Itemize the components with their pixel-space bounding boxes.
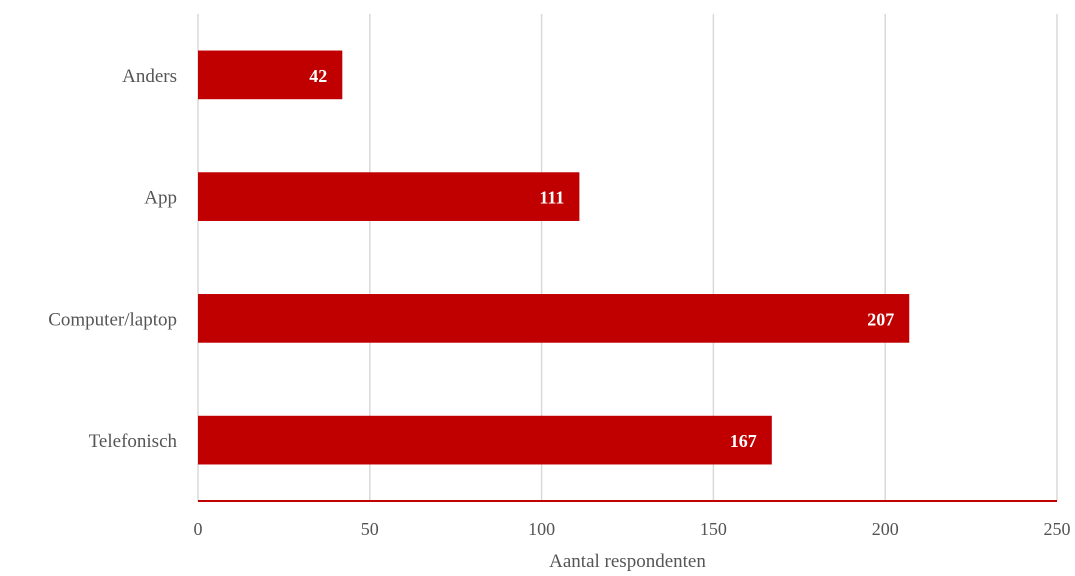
category-label: Computer/laptop [48,309,177,330]
x-tick-label-50: 50 [361,519,379,539]
bar-anders [198,50,343,100]
data-label: 42 [309,66,327,86]
labels: 0 50 100 150 200 250 Anders 42 App 111 Computer/la… [48,66,1070,539]
data-label: 207 [867,309,894,329]
category-label: Telefonisch [89,431,178,452]
data-label: 167 [730,431,757,451]
x-tick-label-150: 150 [700,519,727,539]
x-tick-label-200: 200 [872,519,899,539]
bars [198,50,910,465]
category-label: Anders [122,66,177,87]
data-label: 111 [539,188,564,208]
x-tick-label-250: 250 [1044,519,1071,539]
bar-telefonisch [198,415,772,465]
category-label: App [144,188,177,209]
x-tick-label-0: 0 [194,519,203,539]
x-axis-title: Aantal respondenten [549,551,706,572]
bar-computer-laptop [198,294,910,343]
bar-app [198,172,580,221]
x-tick-label-100: 100 [528,519,555,539]
